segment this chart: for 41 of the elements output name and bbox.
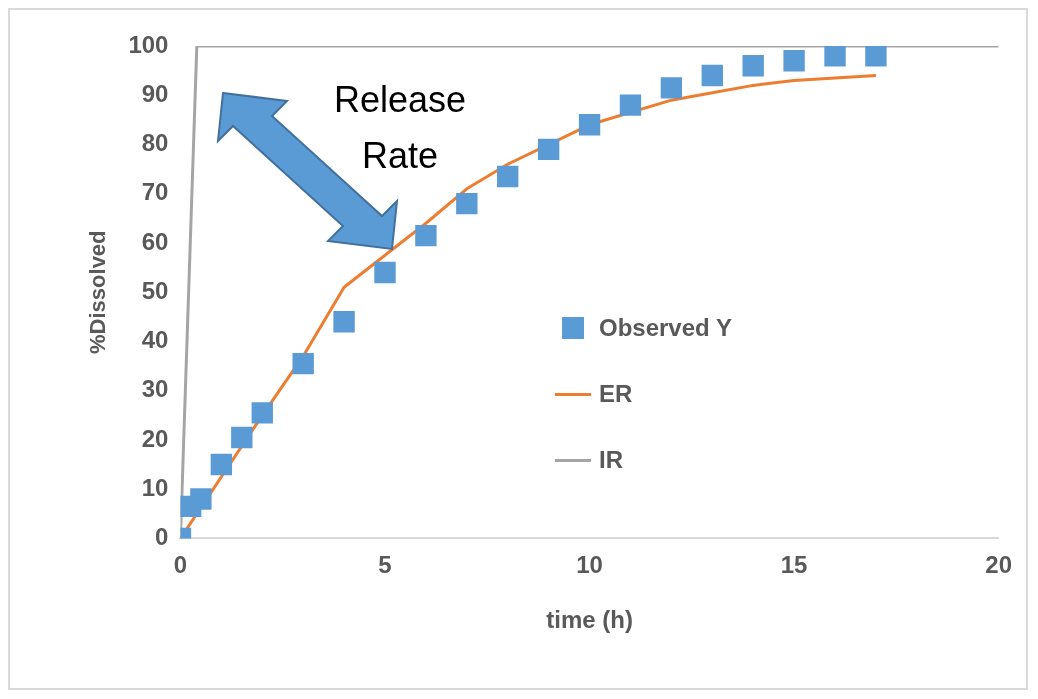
annotation: Release Rate [332, 78, 468, 178]
x-tick-label: 15 [780, 551, 808, 579]
y-axis-title: %Dissolved [85, 230, 111, 354]
point [824, 46, 846, 67]
point [865, 46, 887, 67]
point [415, 224, 437, 247]
y-tick-label: 100 [128, 30, 169, 58]
legend-label: ER [599, 380, 633, 408]
point [660, 77, 683, 99]
y-tick-label: 50 [141, 276, 169, 304]
point [374, 261, 396, 284]
y-tick-label: 20 [141, 424, 169, 452]
x-tick-label: 5 [378, 551, 392, 579]
y-tick-label: 80 [141, 129, 169, 157]
point [292, 352, 314, 375]
x-tick-label: 10 [576, 551, 603, 579]
point [251, 402, 273, 424]
y-tick-label: 10 [141, 473, 169, 501]
x-tick-label: 0 [173, 551, 188, 579]
y-tick-label: 60 [141, 227, 169, 255]
y-tick-label: 30 [141, 375, 169, 403]
point [701, 64, 723, 87]
legend-label: IR [599, 446, 623, 474]
y-tick-label: 70 [141, 178, 169, 206]
point [742, 55, 764, 77]
point [578, 114, 601, 136]
point [231, 426, 253, 449]
x-axis-title: time (h) [546, 606, 633, 634]
point [190, 488, 212, 510]
point [456, 192, 478, 215]
point [619, 94, 642, 116]
point [333, 311, 355, 333]
x-tick-label: 20 [985, 551, 1012, 579]
y-tick-label: 40 [141, 326, 169, 354]
point [783, 50, 805, 72]
point [210, 453, 233, 476]
point [537, 138, 560, 161]
legend-label: Observed Y [599, 314, 732, 342]
y-tick-label: 0 [155, 523, 169, 551]
y-tick-label: 90 [141, 79, 169, 107]
point [497, 165, 519, 188]
